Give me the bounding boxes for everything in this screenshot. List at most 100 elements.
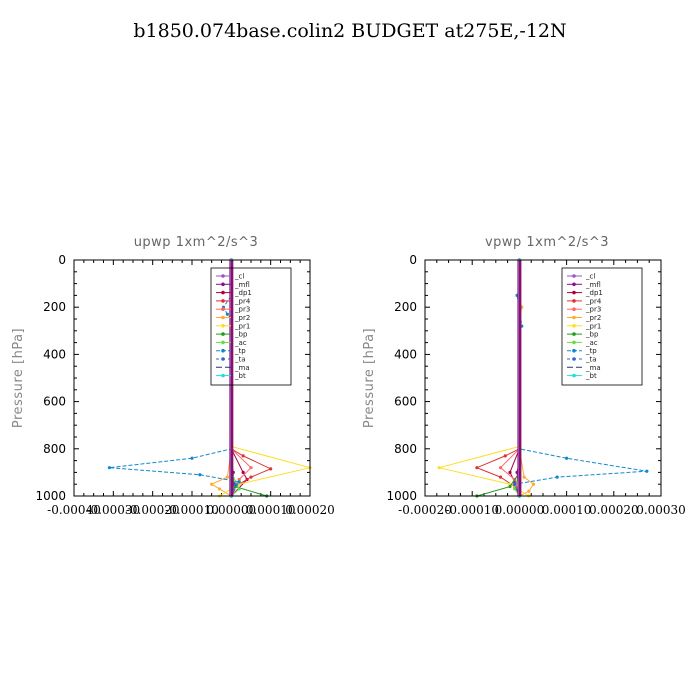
chart1-xtick-label: 0.00020: [285, 503, 335, 517]
chart1-xtick-label: -0.00020: [126, 503, 180, 517]
chart2-xtick-label: 0.00010: [542, 503, 592, 517]
chart1-series-tp-point: [107, 466, 111, 470]
chart2-series-pr1-line: [439, 260, 530, 497]
chart1-legend-label: _tp: [234, 347, 246, 355]
chart1-ytick-label: 400: [43, 347, 66, 361]
chart1-legend-label: _pr2: [234, 314, 250, 322]
chart1-xtick-label: -0.00040: [47, 503, 101, 517]
chart2-legend-marker-pr1: [572, 324, 576, 328]
chart1-series-pr3-point: [237, 477, 241, 482]
chart1-legend-marker-ac: [221, 340, 225, 345]
chart2-ytick-label: 600: [394, 395, 417, 409]
chart1-legend-label: _pr1: [234, 322, 250, 330]
chart1-legend-label: _mfl: [234, 281, 250, 289]
chart2-legend-label: _ma: [585, 364, 601, 372]
chart1-series-tp-point: [190, 456, 194, 460]
chart1-series-pr4-point: [269, 467, 273, 471]
chart2-series-tp-point: [565, 456, 569, 460]
chart2-series-ta-point: [513, 482, 517, 486]
chart2-legend-marker-bt: [572, 373, 576, 378]
chart1-legend-marker-pr1: [221, 324, 225, 328]
chart1-legend-marker-bp: [221, 332, 225, 336]
chart2-series-dp1-point: [508, 470, 512, 474]
chart2-legend-label: _mfl: [585, 281, 601, 289]
chart2-legend-label: _tp: [585, 347, 597, 355]
chart1-series-ac-point: [237, 487, 241, 491]
chart1-legend-label: _ac: [234, 339, 247, 347]
chart1-series-tp-point: [225, 312, 229, 316]
chart1-legend-label: _pr4: [234, 297, 251, 305]
chart1-ytick-label: 800: [43, 442, 66, 456]
chart2-legend-marker-tp: [572, 348, 576, 353]
chart2-legend-box: [561, 267, 643, 386]
chart1-ytick-label: 0: [58, 253, 66, 267]
chart1-legend-label: _dp1: [234, 289, 252, 297]
chart2-ytick-label: 0: [409, 253, 417, 267]
chart2-legend-marker-dp1: [572, 290, 576, 295]
chart1-series-pr4-point: [249, 475, 253, 479]
chart1-legend-label: _ma: [234, 364, 250, 372]
chart2-ytick-label: 200: [394, 300, 417, 314]
chart2-series-tp-point: [645, 469, 649, 473]
chart2-legend-marker-ac: [572, 340, 576, 345]
chart1-series-pr2-point: [225, 475, 229, 479]
chart2-legend-marker-cl: [572, 274, 576, 278]
chart2-ytick-label: 1000: [386, 489, 417, 503]
chart1-series-tp-point: [198, 473, 202, 477]
chart1-ytick-label: 1000: [35, 489, 66, 503]
chart1-xtick-label: -0.00010: [165, 503, 219, 517]
chart2-series-pr4-point: [503, 454, 507, 458]
chart2-ytick-label: 800: [394, 442, 417, 456]
chart1-legend-marker-pr4: [221, 299, 225, 303]
chart1-series-pr3-point: [249, 466, 253, 470]
chart2-series-pr1-point: [437, 466, 441, 470]
chart2-legend-label: _pr1: [585, 322, 601, 330]
figure-title: b1850.074base.colin2 BUDGET at275E,-12N: [133, 20, 567, 42]
chart1-series-pr2-point: [217, 487, 222, 491]
chart2-legend-label: _cl: [585, 273, 595, 281]
chart2-title: vpwp 1xm^2/s^3: [485, 235, 609, 250]
chart2-legend-marker-pr3: [572, 307, 576, 312]
chart1-legend-label: _pr3: [234, 306, 250, 314]
chart1-plot-frame: [73, 259, 311, 497]
chart1-legend-marker-pr3: [221, 307, 225, 312]
chart1-ytick-label: 600: [43, 395, 66, 409]
chart2-xtick-label: 0.00000: [495, 503, 545, 517]
chart1-legend-box: [210, 267, 292, 386]
chart1-series-pr2-point: [210, 482, 214, 486]
chart2-legend-label: _bp: [585, 331, 599, 339]
chart2-legend-label: _dp1: [585, 289, 603, 297]
chart1-xtick-label: -0.00030: [86, 503, 140, 517]
chart2-series-pr3-point: [498, 466, 503, 470]
chart1-series-pr4-point: [241, 454, 245, 458]
chart2-legend-label: _ta: [585, 356, 597, 364]
chart2-legend-label: _pr4: [585, 297, 602, 305]
chart2-legend-label: _pr3: [585, 306, 601, 314]
chart2-series-bp-line: [476, 260, 520, 497]
chart1-legend-marker-cl: [221, 274, 225, 278]
chart1-series-tp-point: [237, 480, 241, 484]
chart2-ylabel: Pressure [hPa]: [362, 328, 377, 428]
chart2-ytick-label: 400: [394, 347, 417, 361]
chart2-legend-marker-ta: [572, 357, 576, 361]
chart2-legend-label: _ac: [585, 339, 598, 347]
chart2-legend-marker-bp: [572, 332, 576, 336]
chart1-legend-label: _bt: [234, 372, 246, 380]
chart1-legend-label: _bp: [234, 331, 248, 339]
chart1-legend-label: _cl: [234, 273, 244, 281]
chart2-legend-marker-pr4: [572, 299, 576, 303]
chart2-legend-label: _pr2: [585, 314, 601, 322]
chart2-series-pr2-point: [531, 482, 536, 486]
chart2-series-bp-point: [508, 484, 512, 489]
chart2-series-pr4-line: [475, 260, 520, 497]
chart1-series-dp1-point: [241, 470, 245, 474]
chart2-legend-marker-pr2: [572, 315, 576, 320]
chart2-series-tp-point: [555, 475, 559, 479]
chart1-legend-marker-pr2: [221, 315, 225, 320]
chart1-legend-marker-bt: [221, 373, 225, 378]
chart1-ylabel: Pressure [hPa]: [11, 328, 26, 428]
chart2-series-pr4-point: [498, 475, 503, 479]
chart2-legend-label: _bt: [585, 372, 597, 380]
chart1-ytick-label: 200: [43, 300, 66, 314]
